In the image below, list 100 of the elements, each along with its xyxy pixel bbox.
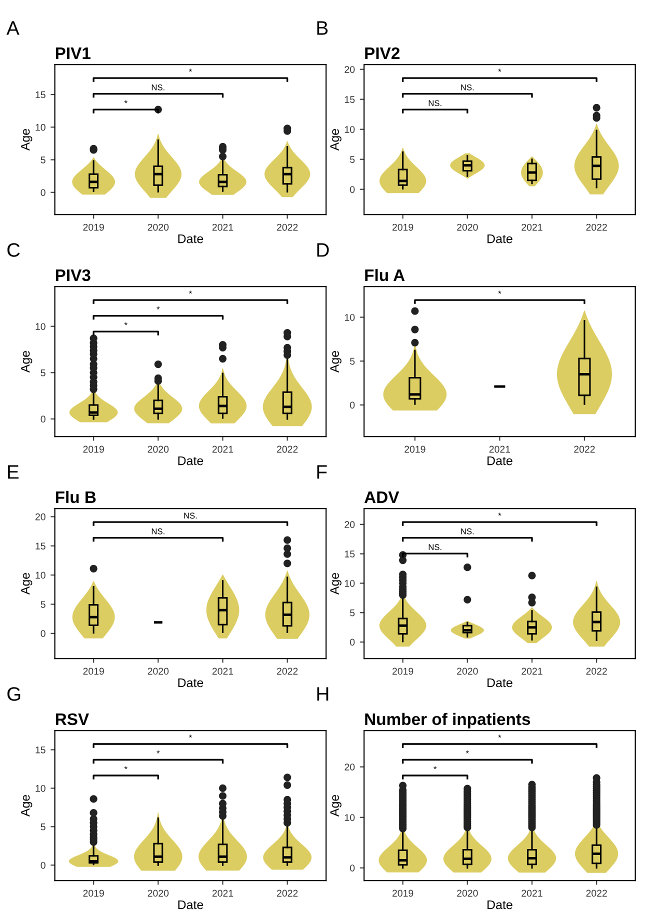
y-tick-label: 5 — [40, 824, 46, 830]
y-tick-label: 5 — [350, 156, 355, 163]
x-axis-title: Date — [178, 456, 204, 466]
x-axis-title: Date — [178, 234, 204, 244]
y-axis-title: Age — [21, 794, 32, 817]
y-tick-label: 0 — [350, 402, 355, 409]
y-tick-label: 15 — [36, 542, 46, 550]
x-axis-title: Date — [178, 678, 204, 688]
annotation: * — [124, 100, 128, 104]
x-tick-label: 2022 — [586, 890, 607, 897]
y-tick-label: 10 — [36, 323, 46, 330]
y-tick-label: 0 — [40, 416, 46, 423]
x-tick-label: 2021 — [212, 446, 234, 453]
y-tick-label: 5 — [350, 358, 355, 365]
x-tick-label: 2022 — [586, 668, 607, 675]
x-tick-label: 2019 — [83, 668, 104, 675]
x-tick-label: 2020 — [457, 668, 478, 675]
y-axis-title: Age — [330, 350, 342, 373]
y-tick-label: 5 — [40, 156, 46, 164]
chart-title: RSV — [56, 713, 89, 726]
x-tick-label: 2022 — [277, 890, 298, 897]
x-tick-label: 2021 — [212, 668, 234, 675]
x-axis-title: Date — [488, 900, 512, 910]
text: B — [317, 21, 328, 35]
annotation: * — [498, 734, 502, 738]
chart-title: Flu B — [56, 490, 96, 504]
y-tick-label: 10 — [344, 580, 355, 587]
y-tick-label: 0 — [40, 630, 46, 638]
x-tick-label: 2022 — [277, 446, 298, 453]
x-tick-label: 2022 — [574, 446, 595, 453]
annotation: * — [188, 290, 192, 294]
x-tick-label: 2019 — [404, 446, 426, 453]
chart-title: ADV — [364, 492, 400, 503]
x-tick-label: 2020 — [148, 890, 169, 897]
x-tick-label: 2021 — [212, 224, 234, 231]
x-tick-label: 2020 — [457, 890, 478, 897]
y-axis-title: Age — [330, 572, 342, 595]
annotation: NS. — [461, 528, 474, 534]
y-tick-label: 20 — [344, 764, 355, 770]
annotation: * — [156, 750, 160, 754]
x-tick-label: 2019 — [83, 446, 104, 453]
text: F — [317, 465, 327, 479]
annotation: NS. — [461, 84, 474, 90]
annotation: NS. — [428, 100, 442, 106]
x-tick-label: 2022 — [277, 224, 298, 231]
y-tick-label: 15 — [344, 550, 355, 558]
x-tick-label: 2020 — [148, 446, 169, 453]
annotation: * — [156, 306, 160, 310]
y-tick-label: 5 — [40, 369, 46, 376]
annotation: NS. — [152, 528, 164, 534]
x-tick-label: 2021 — [522, 224, 542, 231]
y-tick-label: 5 — [350, 609, 355, 616]
x-axis-title: Date — [178, 900, 204, 910]
annotation: NS. — [152, 84, 164, 90]
chart-title: Number of inpatients — [365, 712, 530, 728]
y-tick-label: 10 — [344, 314, 355, 321]
chart-title: PIV3 — [56, 269, 90, 282]
text: G — [7, 687, 20, 701]
y-tick-label: 20 — [35, 513, 46, 520]
annotation: * — [466, 750, 469, 754]
y-tick-label: 15 — [36, 91, 46, 98]
x-tick-label: 2021 — [522, 668, 542, 675]
text: H — [317, 687, 328, 701]
y-tick-label: 15 — [36, 746, 46, 754]
x-tick-label: 2022 — [277, 668, 298, 675]
y-tick-label: 20 — [344, 66, 355, 73]
annotation: * — [498, 290, 502, 294]
annotation: * — [188, 734, 192, 738]
text: C — [7, 243, 20, 257]
x-tick-label: 2021 — [489, 446, 510, 453]
y-tick-label: 5 — [40, 601, 46, 608]
text: E — [8, 465, 19, 479]
x-axis-title: Date — [488, 234, 512, 244]
y-axis-title: Age — [21, 572, 32, 595]
annotation: NS. — [428, 544, 442, 550]
x-tick-label: 2019 — [83, 890, 104, 897]
y-tick-label: 0 — [40, 189, 46, 196]
text: A — [6, 21, 20, 35]
y-tick-label: 15 — [344, 96, 355, 103]
y-tick-label: 10 — [344, 126, 355, 133]
y-tick-label: 0 — [350, 186, 355, 193]
x-tick-label: 2021 — [212, 890, 234, 897]
x-tick-label: 2020 — [457, 224, 478, 231]
chart-title: Flu A — [365, 268, 405, 282]
annotation: * — [434, 766, 437, 770]
y-tick-label: 20 — [344, 521, 355, 528]
y-tick-label: 0 — [350, 864, 355, 872]
annotation: * — [498, 68, 502, 72]
x-tick-label: 2020 — [148, 668, 169, 675]
text: D — [317, 243, 329, 257]
y-axis-title: Age — [330, 794, 342, 817]
y-axis-title: Age — [21, 350, 32, 373]
x-tick-label: 2019 — [83, 224, 104, 231]
x-tick-label: 2020 — [148, 224, 169, 231]
annotation: * — [188, 68, 192, 72]
x-tick-label: 2019 — [392, 890, 414, 897]
x-tick-label: 2022 — [586, 224, 607, 231]
x-tick-label: 2019 — [392, 224, 414, 231]
y-tick-label: 10 — [36, 784, 46, 792]
y-tick-label: 10 — [344, 814, 355, 821]
